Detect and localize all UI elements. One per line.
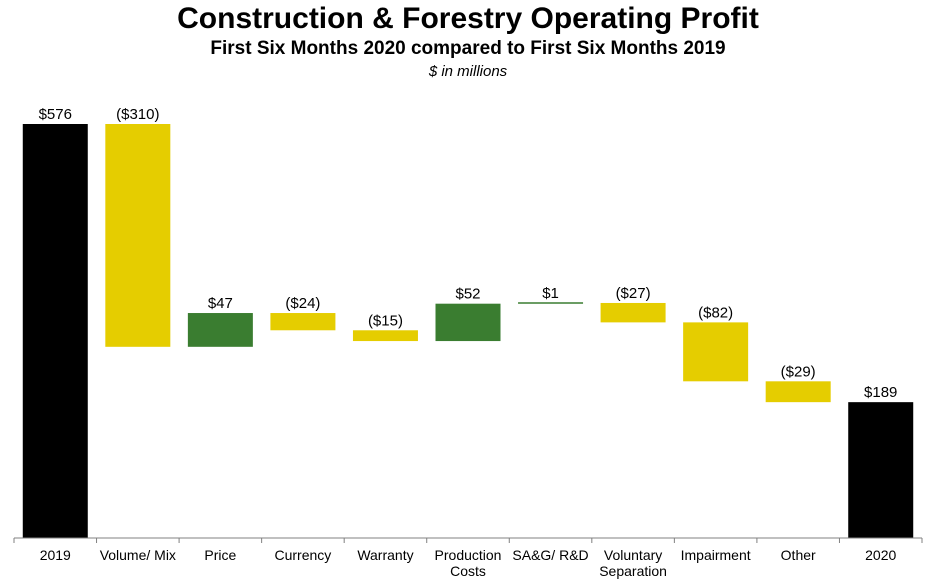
bar-1	[22, 124, 88, 538]
bar-9	[683, 322, 749, 382]
chart-subtitle: First Six Months 2020 compared to First …	[210, 38, 726, 59]
category-label-8: Voluntary Separation	[599, 547, 667, 579]
bar-2	[105, 124, 171, 347]
data-label-5: ($15)	[368, 312, 403, 329]
bar-10	[765, 381, 831, 403]
chart-title: Construction & Forestry Operating Profit	[177, 2, 759, 35]
category-label-1: 2019	[40, 547, 71, 563]
category-label-6: Production Costs	[435, 547, 502, 579]
data-label-6: $52	[455, 286, 480, 303]
bar-group	[22, 124, 914, 538]
data-label-3: $47	[208, 295, 233, 312]
bar-3	[187, 313, 253, 347]
bar-5	[352, 330, 418, 342]
category-label-4: Currency	[275, 547, 332, 563]
data-label-9: ($82)	[698, 304, 733, 321]
bar-11	[848, 402, 914, 538]
category-label-11: 2020	[865, 547, 896, 563]
category-label-3: Price	[204, 547, 236, 563]
category-label-9: Impairment	[681, 547, 751, 563]
data-label-4: ($24)	[285, 295, 320, 312]
category-label-7: SA&G/ R&D	[512, 547, 588, 563]
data-label-8: ($27)	[616, 285, 651, 302]
data-label-10: ($29)	[781, 363, 816, 380]
data-label-7: $1	[542, 285, 559, 302]
chart-units-note: $ in millions	[428, 63, 508, 80]
category-label-group: 2019 Volume/ Mix Price Currency Warranty Prod…	[40, 547, 897, 579]
category-label-2: Volume/ Mix	[100, 547, 176, 563]
data-label-1: $576	[39, 106, 72, 123]
category-label-10: Other	[781, 547, 816, 563]
data-label-group: $576 ($310) $47 ($24) ($15) $52 $1 ($27) ($82) ($…	[39, 106, 898, 401]
data-label-11: $189	[864, 384, 897, 401]
category-label-5: Warranty	[357, 547, 413, 563]
data-label-2: ($310)	[116, 106, 159, 123]
bar-4	[270, 313, 336, 331]
bar-8	[600, 302, 666, 323]
bar-6	[435, 303, 501, 342]
x-axis	[13, 537, 923, 543]
